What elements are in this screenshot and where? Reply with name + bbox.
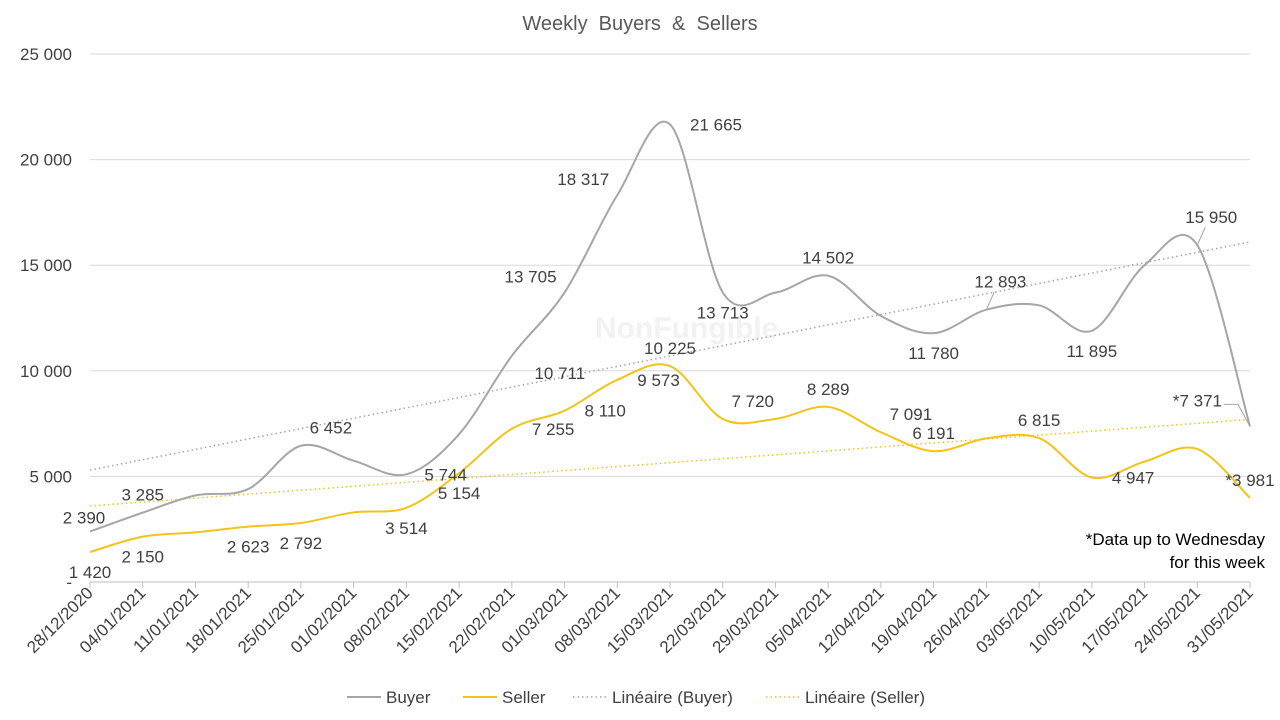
data-label-buyer: 11 780 xyxy=(908,344,959,363)
data-label-buyer: *7 371 xyxy=(1173,391,1222,410)
data-label-seller: 6 191 xyxy=(912,424,955,443)
data-label-seller: 9 573 xyxy=(637,371,680,390)
data-label-buyer: 11 895 xyxy=(1066,342,1117,361)
data-label-buyer: 14 502 xyxy=(802,249,854,268)
data-label-buyer: 6 452 xyxy=(310,419,353,438)
note-line-1: *Data up to Wednesday xyxy=(1086,530,1266,549)
data-label-seller: 10 225 xyxy=(644,339,696,358)
note-line-2: for this week xyxy=(1170,553,1266,572)
legend-label: Buyer xyxy=(386,688,431,707)
y-tick-label: 5 000 xyxy=(29,467,72,486)
y-tick-label: 25 000 xyxy=(20,45,72,64)
trendlines xyxy=(89,241,1251,507)
data-label-buyer: 5 744 xyxy=(424,465,467,484)
x-axis-ticks: 28/12/202004/01/202111/01/202118/01/2021… xyxy=(23,582,1257,657)
label-leader-line xyxy=(1196,226,1206,246)
data-label-seller: 7 255 xyxy=(532,420,575,439)
series-line-seller xyxy=(89,363,1251,553)
data-label-seller: 8 110 xyxy=(585,402,626,421)
data-label-seller: 7 091 xyxy=(890,405,933,424)
y-tick-label: 20 000 xyxy=(20,151,72,170)
legend-label: Linéaire (Seller) xyxy=(805,688,925,707)
data-label-seller: 2 623 xyxy=(227,538,270,557)
data-label-seller: 2 150 xyxy=(121,548,164,567)
data-label-seller: 1 420 xyxy=(69,563,112,582)
data-label-buyer: 18 317 xyxy=(557,170,609,189)
data-label-seller: 6 815 xyxy=(1018,411,1061,430)
data-labels: 2 390 3 285 6 452 5 744 13 705 18 317 21 665 13… xyxy=(63,115,1275,582)
data-label-buyer: 15 950 xyxy=(1185,208,1237,227)
data-label-buyer: 13 705 xyxy=(505,268,557,287)
data-label-buyer: 13 713 xyxy=(697,303,749,322)
gridlines xyxy=(90,53,1250,583)
y-tick-label: 15 000 xyxy=(20,256,72,275)
trendline xyxy=(89,418,1251,507)
data-label-seller: 10 711 xyxy=(534,364,585,383)
legend-label: Linéaire (Buyer) xyxy=(612,688,733,707)
series-lines xyxy=(89,120,1251,553)
data-label-seller: 7 720 xyxy=(731,392,774,411)
label-leader-line xyxy=(985,291,995,310)
data-label-seller: 8 289 xyxy=(807,380,850,399)
y-tick-label: 10 000 xyxy=(20,362,72,381)
chart-title: Weekly Buyers & Sellers xyxy=(522,13,757,35)
legend: Buyer Seller Linéaire (Buyer) Linéaire (Sel… xyxy=(347,688,925,707)
data-label-buyer: 2 390 xyxy=(63,509,106,528)
data-label-buyer: 3 285 xyxy=(121,486,164,505)
legend-label: Seller xyxy=(502,688,546,707)
series-line-buyer xyxy=(89,120,1251,533)
watermark: NonFungible xyxy=(595,312,778,345)
data-label-seller: 4 947 xyxy=(1112,469,1155,488)
data-label-seller: *3 981 xyxy=(1225,471,1274,490)
data-label-seller: 3 514 xyxy=(385,519,428,538)
data-label-buyer: 12 893 xyxy=(974,273,1026,292)
label-leader-line xyxy=(1224,403,1251,427)
y-tick-label: - xyxy=(66,573,72,592)
data-label-seller: 5 154 xyxy=(438,484,481,503)
y-axis-ticks: - 5 000 10 000 15 000 20 000 25 000 xyxy=(20,45,72,592)
data-label-buyer: 21 665 xyxy=(690,115,742,134)
data-label-seller: 2 792 xyxy=(280,534,323,553)
